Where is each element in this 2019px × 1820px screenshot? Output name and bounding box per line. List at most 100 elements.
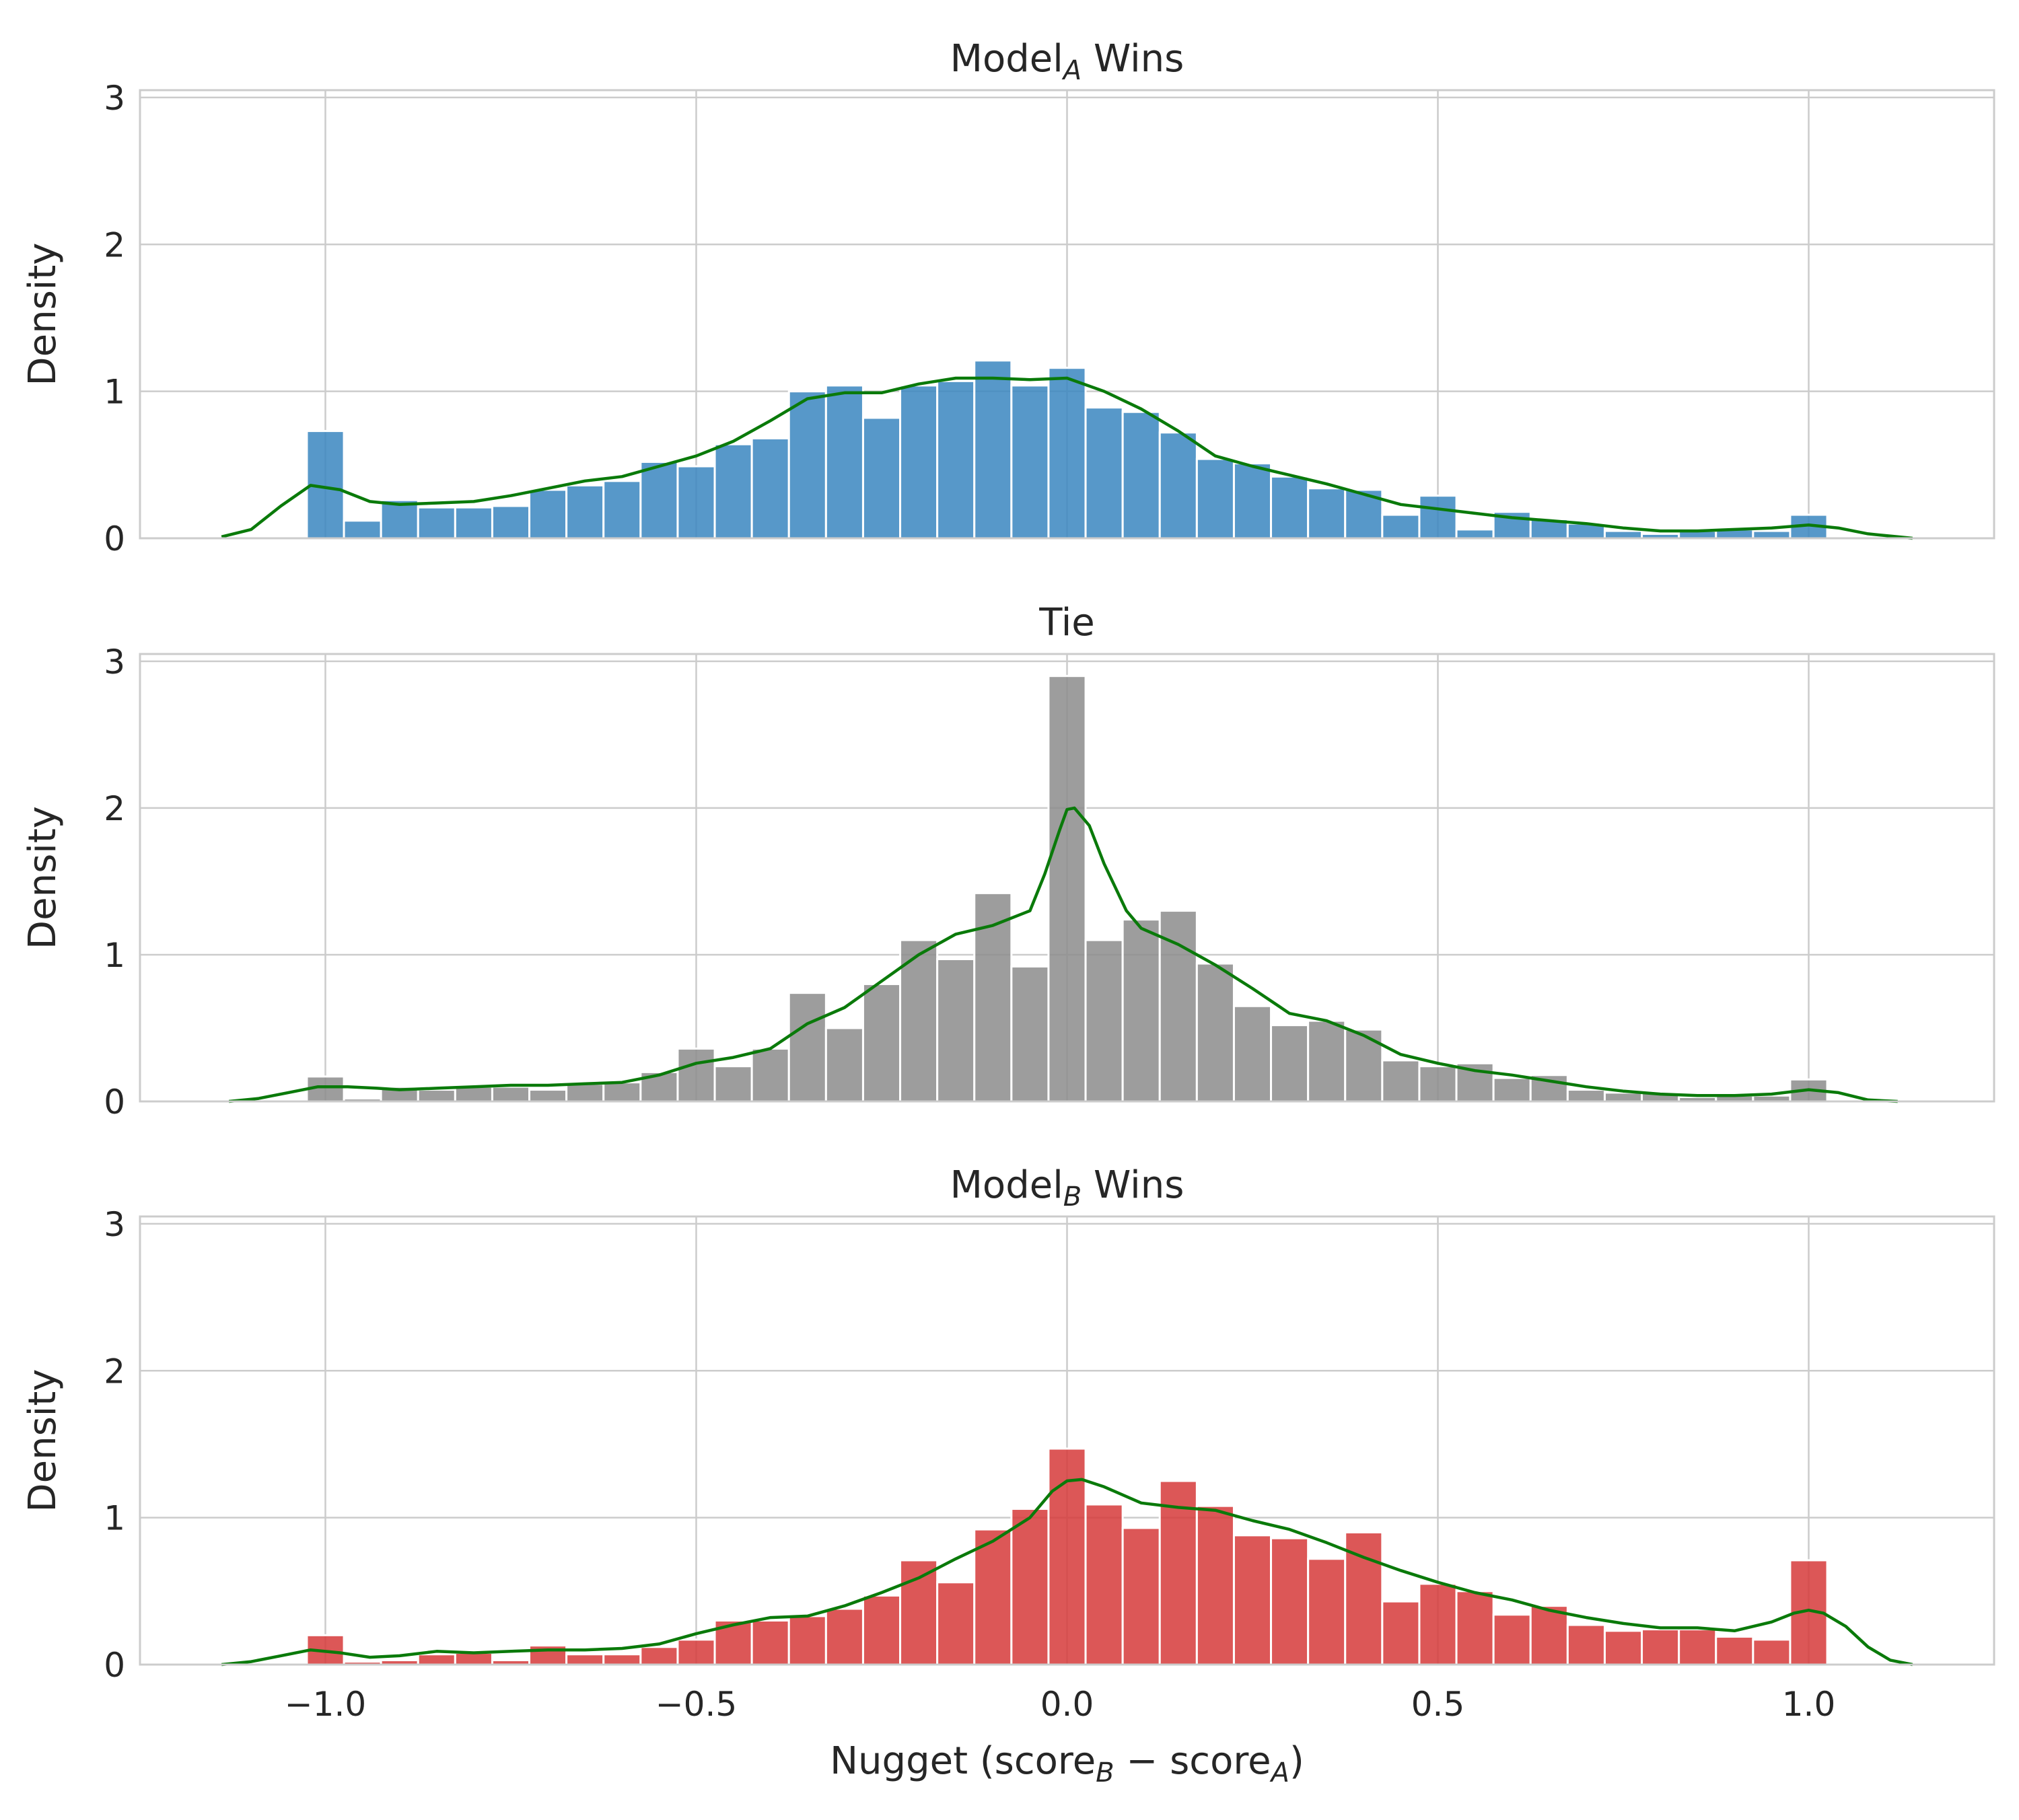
histogram-bar: [824, 1027, 864, 1103]
panel-model-a-wins: 0 1 2 3 ModelA Wins Density: [21, 37, 1995, 558]
histogram-bar: [1381, 1600, 1421, 1666]
histogram-bar: [639, 460, 679, 540]
kde-curve-group: [221, 376, 1913, 540]
histogram-bar: [1010, 384, 1050, 540]
histogram-bar: [454, 1085, 493, 1103]
histogram-bar: [1047, 675, 1087, 1103]
histogram-bar: [1047, 367, 1087, 540]
histogram-bar: [1195, 962, 1235, 1103]
histogram-bar: [1455, 528, 1495, 540]
histogram-bars: [306, 675, 1829, 1103]
histogram-bar: [639, 1646, 679, 1666]
xlabel-subscript-b: B: [1096, 1757, 1114, 1788]
histogram-bar: [973, 359, 1013, 540]
histogram-bar: [750, 1048, 790, 1103]
histogram-bar: [787, 992, 827, 1103]
y-tick-label: 2: [104, 1352, 125, 1391]
histogram-bar: [491, 505, 531, 540]
subplot-title: Tie: [1038, 601, 1095, 645]
histogram-bar: [1121, 1527, 1161, 1666]
histogram-bar: [936, 1581, 976, 1666]
histogram-bar: [565, 484, 605, 540]
y-tick-label: 3: [104, 1205, 125, 1244]
histogram-bar: [1270, 475, 1310, 540]
x-axis-label: Nugget (scoreB − scoreA): [830, 1739, 1304, 1788]
histogram-bar: [1752, 1638, 1792, 1666]
histogram-bar: [1047, 1447, 1087, 1666]
y-axis-label: Density: [21, 1369, 65, 1513]
histogram-bar: [936, 958, 976, 1103]
histogram-bar: [1232, 462, 1273, 540]
histogram-bar: [1566, 1089, 1606, 1103]
x-tick-label: 1.0: [1782, 1685, 1836, 1724]
title-subscript: B: [1063, 1181, 1082, 1212]
subplot-title: ModelA Wins: [950, 37, 1184, 86]
y-tick-label: 1: [104, 936, 125, 975]
x-tick-label: −0.5: [656, 1685, 737, 1724]
histogram-bar: [1492, 1613, 1532, 1666]
histogram-bar: [1641, 1628, 1680, 1666]
histogram-bar: [1121, 410, 1161, 540]
histogram-bar: [1270, 1537, 1310, 1666]
histogram-bar: [454, 1652, 493, 1666]
xlabel-text: Nugget (score: [830, 1739, 1096, 1783]
title-text: Model: [950, 1163, 1063, 1207]
histogram-bar: [899, 384, 939, 540]
histogram-bar: [1418, 1582, 1458, 1666]
histogram-bar: [1307, 487, 1347, 540]
histogram-bar: [1195, 1504, 1235, 1666]
histogram-bar: [1084, 939, 1124, 1103]
histogram-bar: [1307, 1019, 1347, 1103]
histogram-bar: [417, 506, 456, 540]
histogram-bar: [1232, 1534, 1273, 1666]
histogram-bar: [713, 1065, 753, 1103]
axes-frame: [139, 653, 1995, 1103]
histogram-bar: [565, 1653, 605, 1666]
histogram-bar: [602, 1081, 642, 1103]
histogram-bar: [1381, 1059, 1421, 1103]
histogram-bar: [1603, 1091, 1643, 1103]
histogram-bar: [1084, 1503, 1124, 1666]
histogram-bar: [528, 1089, 568, 1103]
histogram-bar: [676, 1048, 716, 1103]
kde-curve: [221, 1478, 1913, 1667]
histogram-bar: [1418, 1065, 1458, 1103]
subplot-title: ModelB Wins: [950, 1163, 1184, 1212]
histogram-bar: [676, 1638, 716, 1666]
y-tick-label: 1: [104, 1499, 125, 1538]
histogram-bar: [861, 1594, 902, 1666]
histogram-bar: [602, 1653, 642, 1666]
xlabel-subscript-a: A: [1269, 1757, 1289, 1788]
histogram-bar: [1752, 530, 1792, 540]
histogram-bar: [861, 416, 902, 540]
histogram-bar: [1603, 530, 1643, 540]
histogram-bar: [491, 1085, 531, 1103]
histogram-bar: [1158, 1480, 1198, 1666]
histogram-bar: [417, 1089, 456, 1103]
histogram-bar: [750, 1619, 790, 1666]
kde-curve-group: [221, 1478, 1913, 1667]
y-tick-label: 0: [104, 519, 125, 558]
histogram-bar: [1232, 1005, 1273, 1103]
histogram-bar: [343, 519, 382, 540]
histogram-bar: [1270, 1024, 1310, 1103]
histogram-bar: [861, 983, 902, 1103]
histogram-bar: [824, 1607, 864, 1666]
histogram-bar: [1529, 1605, 1569, 1666]
xlabel-end: ): [1289, 1739, 1304, 1783]
histogram-bar: [1381, 513, 1421, 540]
y-tick-label: 2: [104, 789, 125, 828]
y-tick-label: 2: [104, 225, 125, 264]
xlabel-middle: − score: [1114, 1739, 1271, 1783]
histogram-bar: [602, 480, 642, 540]
title-text: Model: [950, 37, 1063, 81]
histogram-bar: [899, 1559, 939, 1666]
histogram-bar: [1566, 1624, 1606, 1666]
y-tick-labels: 0 1 2 3: [104, 1205, 125, 1685]
histogram-bar: [824, 384, 864, 540]
y-tick-labels: 0 1 2 3: [104, 79, 125, 558]
histogram-bar: [1603, 1630, 1643, 1666]
title-suffix: Wins: [1082, 37, 1184, 81]
